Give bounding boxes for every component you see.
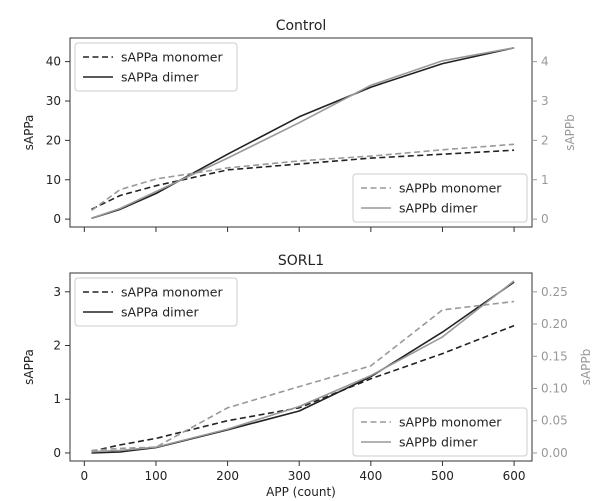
x-tick-label-1-5: 500 bbox=[431, 469, 454, 483]
legend-label-left-1-0: sAPPa monomer bbox=[121, 285, 223, 300]
y-right-axis-label-0: sAPPb bbox=[563, 114, 577, 151]
y-right-tick-label-0-0: 0 bbox=[541, 212, 549, 226]
y-left-tick-label-1-3: 3 bbox=[53, 285, 61, 299]
series-line-0-0 bbox=[91, 149, 515, 211]
y-left-axis-label-1: sAPPa bbox=[22, 349, 36, 385]
series-line-0-1 bbox=[91, 47, 515, 220]
legend-label-right-1-1: sAPPb dimer bbox=[399, 435, 478, 450]
panel-title-1: SORL1 bbox=[278, 253, 324, 269]
legend-label-left-0-1: sAPPa dimer bbox=[121, 70, 199, 85]
series-line-1-3 bbox=[91, 280, 515, 453]
plot-frame-0 bbox=[69, 37, 533, 228]
series-line-1-2 bbox=[91, 300, 515, 452]
y-right-tick-label-1-3: 0.15 bbox=[541, 349, 568, 363]
y-right-tick-label-0-1: 1 bbox=[541, 173, 549, 187]
y-right-tick-label-0-4: 4 bbox=[541, 55, 549, 69]
y-left-tick-label-0-2: 20 bbox=[46, 133, 61, 147]
y-left-tick-label-1-2: 2 bbox=[53, 339, 61, 353]
y-right-tick-label-1-5: 0.25 bbox=[541, 285, 568, 299]
y-right-tick-label-1-1: 0.05 bbox=[541, 414, 568, 428]
x-tick-label-1-2: 200 bbox=[216, 469, 239, 483]
legend-box-right-0 bbox=[352, 173, 528, 223]
y-right-tick-label-1-2: 0.10 bbox=[541, 381, 568, 395]
y-right-tick-label-1-0: 0.00 bbox=[541, 446, 568, 460]
series-line-1-1 bbox=[91, 281, 515, 454]
legend-box-right-1 bbox=[352, 407, 528, 457]
y-left-tick-label-1-1: 1 bbox=[53, 392, 61, 406]
series-line-1-0 bbox=[91, 324, 515, 453]
y-right-tick-label-0-2: 2 bbox=[541, 133, 549, 147]
legend-label-left-0-0: sAPPa monomer bbox=[121, 50, 223, 65]
series-line-0-2 bbox=[91, 143, 515, 212]
y-right-tick-label-0-3: 3 bbox=[541, 94, 549, 108]
plot-frame-1 bbox=[69, 272, 533, 462]
y-left-tick-label-0-1: 10 bbox=[46, 173, 61, 187]
y-left-tick-label-1-0: 0 bbox=[53, 446, 61, 460]
y-left-tick-label-0-0: 0 bbox=[53, 212, 61, 226]
legend-label-left-1-1: sAPPa dimer bbox=[121, 305, 199, 320]
x-axis-label-1: APP (count) bbox=[266, 485, 336, 499]
y-right-axis-label-1: sAPPb bbox=[579, 349, 593, 386]
x-tick-label-1-4: 400 bbox=[359, 469, 382, 483]
x-tick-label-1-1: 100 bbox=[145, 469, 168, 483]
legend-label-right-0-0: sAPPb monomer bbox=[399, 181, 502, 196]
legend-box-left-0 bbox=[74, 42, 238, 92]
y-right-tick-label-1-4: 0.20 bbox=[541, 317, 568, 331]
x-tick-label-1-6: 600 bbox=[503, 469, 526, 483]
panel-title-0: Control bbox=[276, 18, 327, 34]
x-tick-label-1-0: 0 bbox=[81, 469, 89, 483]
series-line-0-3 bbox=[91, 47, 515, 220]
y-left-tick-label-0-4: 40 bbox=[46, 55, 61, 69]
legend-label-right-1-0: sAPPb monomer bbox=[399, 415, 502, 430]
y-left-tick-label-0-3: 30 bbox=[46, 94, 61, 108]
x-tick-label-1-3: 300 bbox=[288, 469, 311, 483]
legend-label-right-0-1: sAPPb dimer bbox=[399, 201, 478, 216]
y-left-axis-label-0: sAPPa bbox=[22, 115, 36, 151]
legend-box-left-1 bbox=[74, 277, 238, 327]
